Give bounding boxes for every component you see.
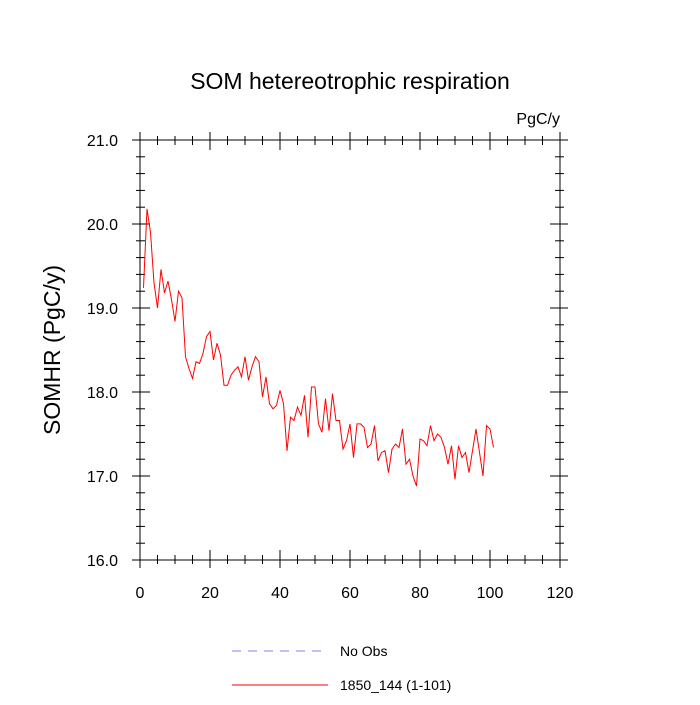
y-tick-label: 21.0	[87, 133, 118, 150]
legend: No Obs 1850_144 (1-101)	[232, 643, 451, 693]
x-tick-label: 80	[411, 585, 429, 602]
chart-title: SOM hetereotrophic respiration	[190, 68, 510, 94]
x-tick-label: 20	[201, 585, 219, 602]
y-axis-label: SOMHR (PgC/y)	[39, 265, 65, 435]
x-tick-label: 100	[477, 585, 504, 602]
y-tick-label: 20.0	[87, 217, 118, 234]
x-tick-label: 120	[547, 585, 574, 602]
x-tick-label: 40	[271, 585, 289, 602]
y-tick-label: 17.0	[87, 469, 118, 486]
units-label: PgC/y	[516, 111, 560, 128]
y-tick-label: 18.0	[87, 385, 118, 402]
plot-frame	[139, 139, 561, 561]
series-line-0	[143, 208, 494, 487]
legend-label-0: No Obs	[340, 643, 387, 659]
plot-area: 0 20 40 60 80 100 120 16.0 17.0 18.0 19.0 20.0 21.0	[87, 132, 574, 602]
legend-label-1: 1850_144 (1-101)	[340, 677, 451, 693]
y-tick-label: 19.0	[87, 301, 118, 318]
x-tick-label: 0	[136, 585, 145, 602]
y-tick-label: 16.0	[87, 553, 118, 570]
x-tick-label: 60	[341, 585, 359, 602]
